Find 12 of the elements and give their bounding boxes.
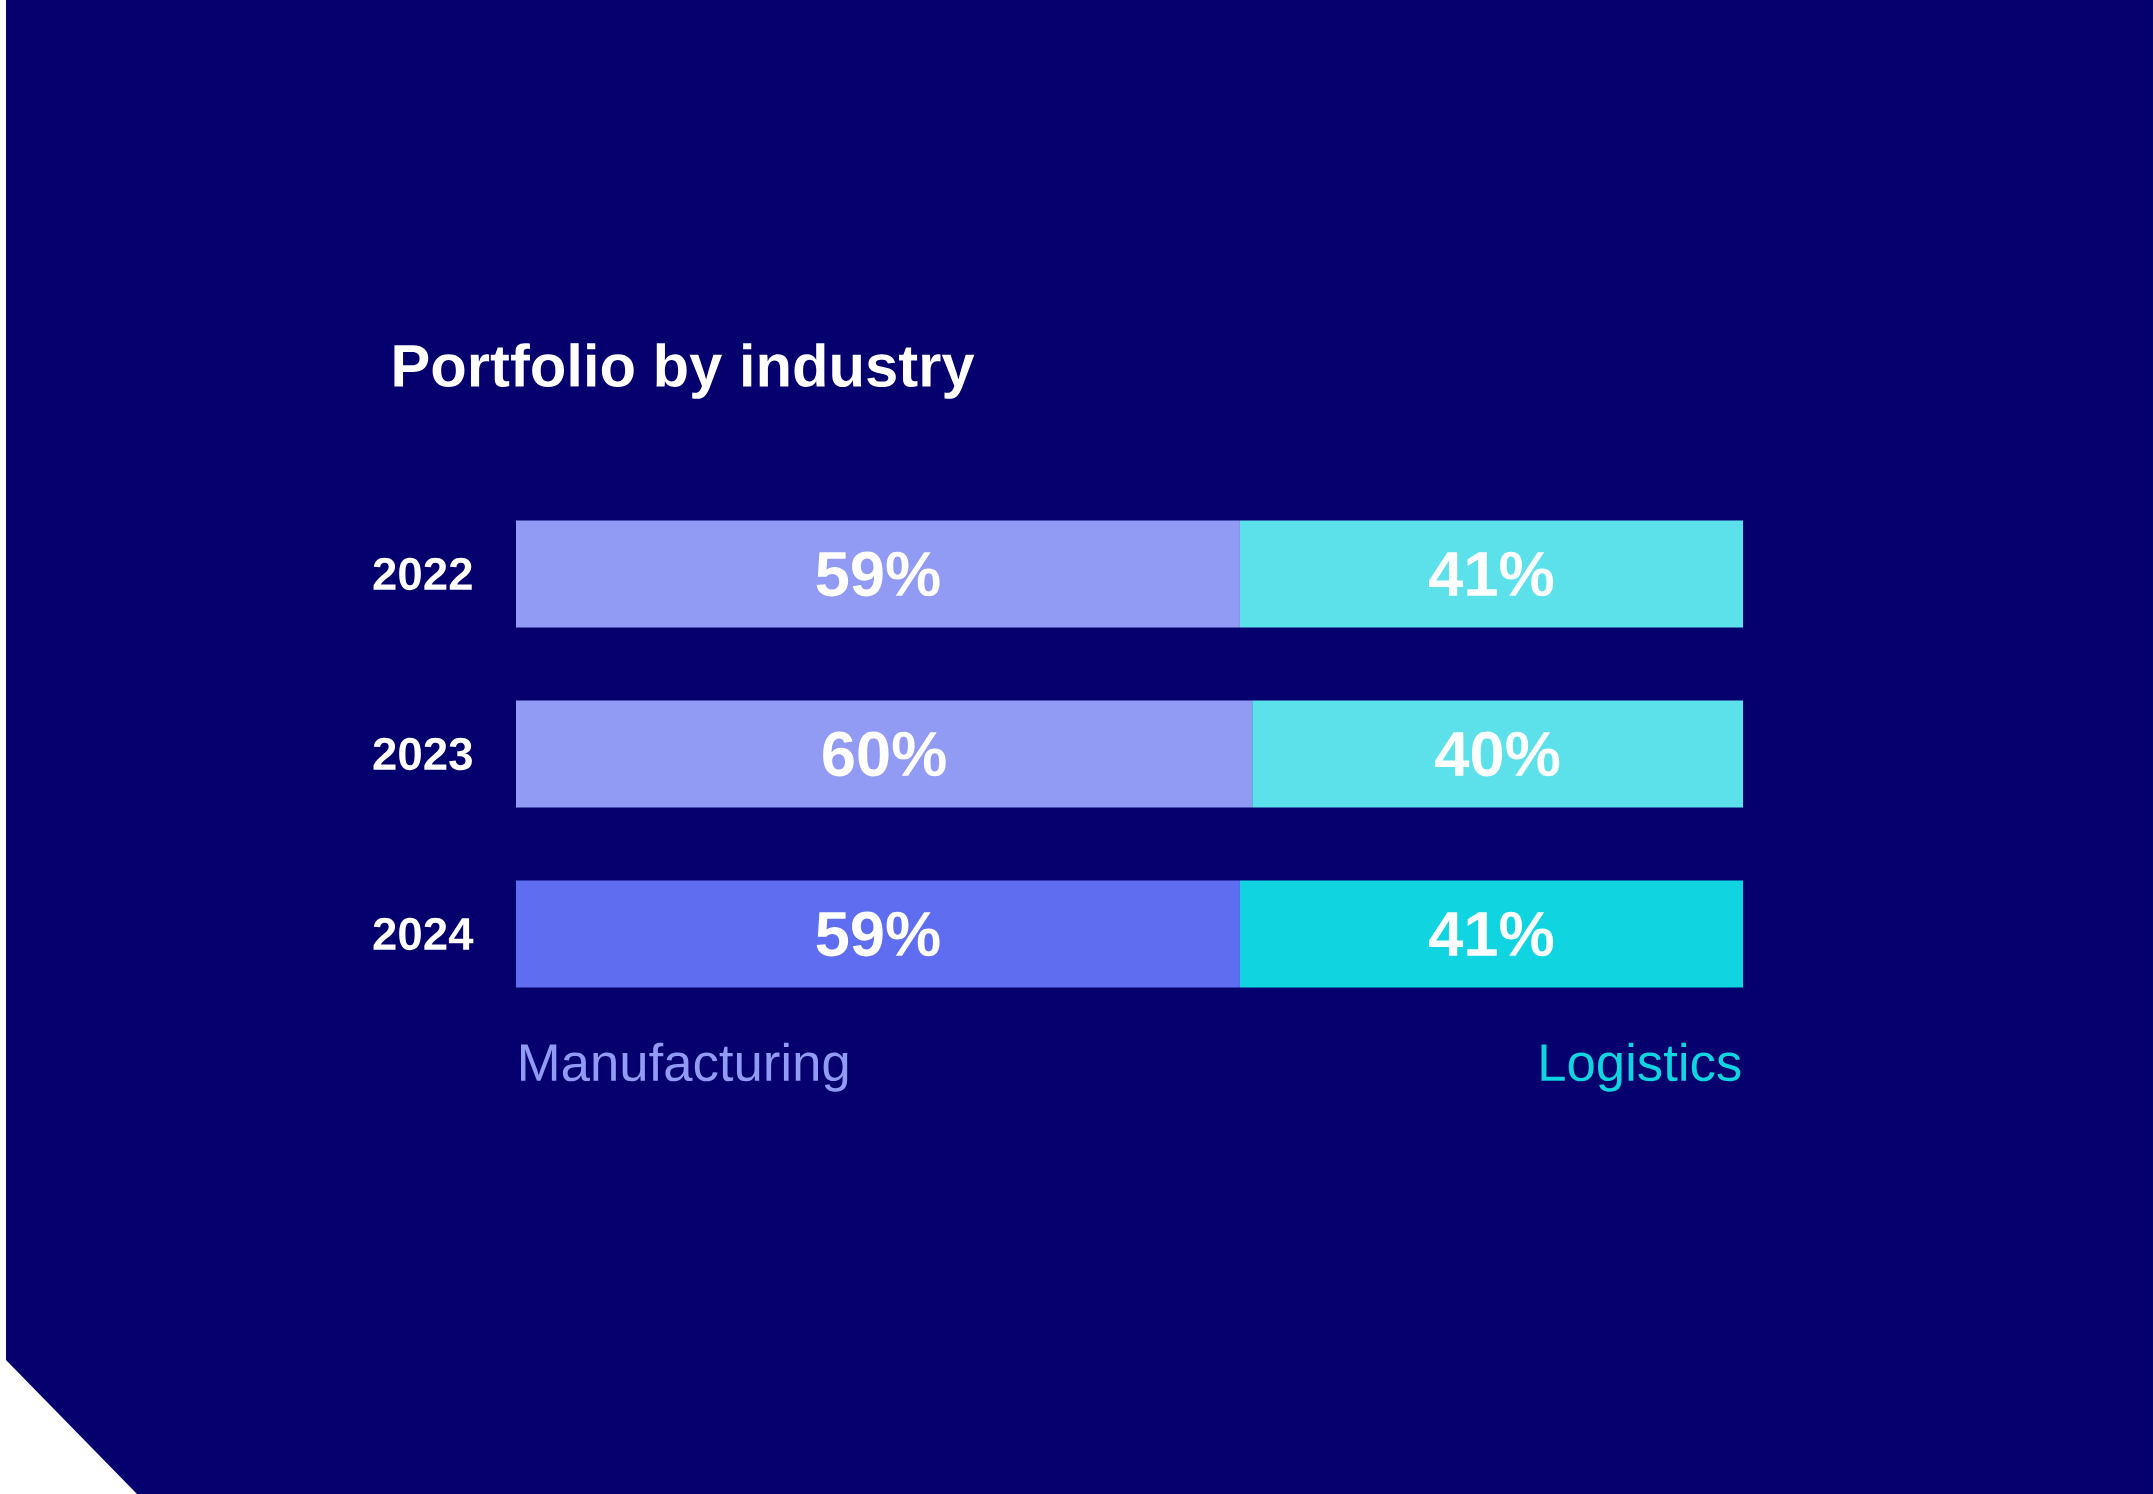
series-label: Manufacturing xyxy=(521,1042,848,1092)
data-label: 41% xyxy=(1429,911,1554,957)
y-tick-label: 2024 xyxy=(373,917,474,951)
data-label: 40% xyxy=(1435,731,1560,777)
data-label: 41% xyxy=(1429,551,1554,597)
data-label: 59% xyxy=(816,911,940,957)
series-label: Logistics xyxy=(1541,1042,1741,1092)
y-tick-label: 2023 xyxy=(373,737,472,771)
data-label: 60% xyxy=(823,731,946,777)
y-tick-label: 2022 xyxy=(373,557,472,591)
data-label: 59% xyxy=(816,551,940,597)
chart-title: Portfolio by industry xyxy=(394,343,975,399)
